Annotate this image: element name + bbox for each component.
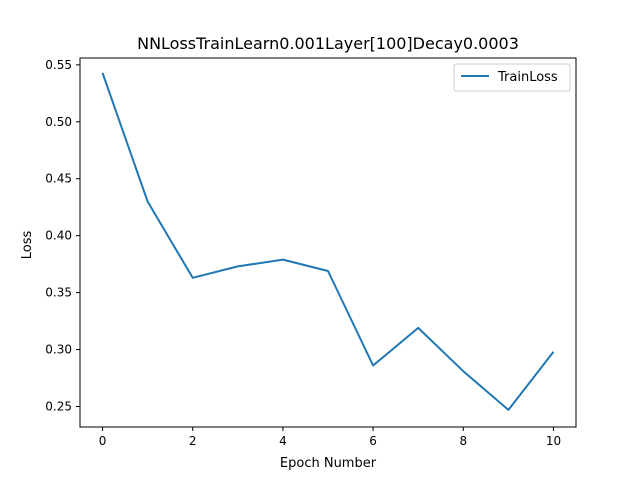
y-axis-label: Loss <box>20 231 35 260</box>
plot-area: 0 2 4 6 8 10 0.25 0.30 0.35 0.40 0.45 0.50 0.55 <box>45 57 577 448</box>
x-tick-label: 6 <box>369 434 377 448</box>
y-tick-label: 0.50 <box>45 115 72 129</box>
x-tick-label: 0 <box>99 434 107 448</box>
x-tick-label: 10 <box>546 434 561 448</box>
legend-label-trainloss: TrainLoss <box>497 70 558 85</box>
axes-frame <box>79 57 577 428</box>
y-tick-label: 0.45 <box>45 172 72 186</box>
y-tick-label: 0.55 <box>45 58 72 72</box>
x-tick-label: 2 <box>189 434 197 448</box>
y-tick-label: 0.40 <box>45 229 72 243</box>
y-tick-label: 0.35 <box>45 286 72 300</box>
y-tick-label: 0.30 <box>45 343 72 357</box>
x-tick-label: 8 <box>459 434 467 448</box>
y-tick-label: 0.25 <box>45 400 72 414</box>
chart-title: NNLossTrainLearn0.001Layer[100]Decay0.00… <box>137 34 519 53</box>
series-line-trainloss <box>101 72 555 411</box>
legend: TrainLoss <box>453 63 571 92</box>
legend-box <box>453 63 571 92</box>
x-axis-label: Epoch Number <box>280 456 377 471</box>
x-tick-label: 4 <box>279 434 287 448</box>
